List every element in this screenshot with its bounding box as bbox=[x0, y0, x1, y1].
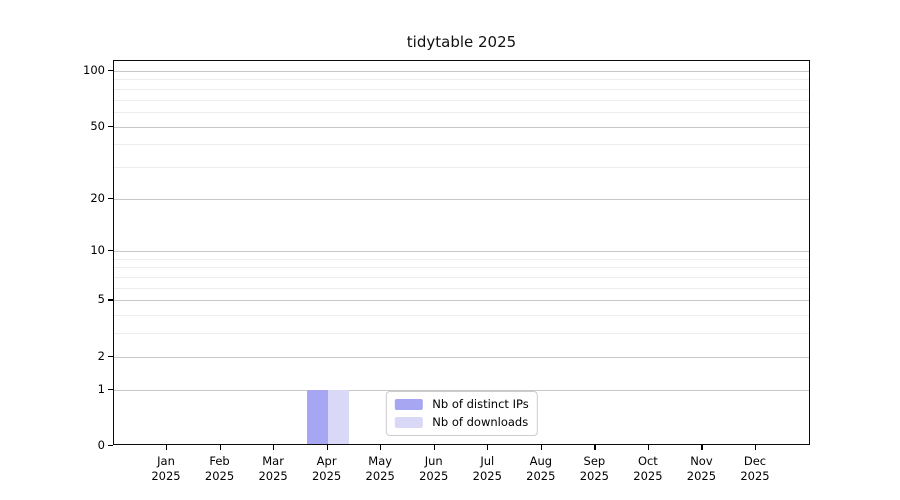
x-tick-month: Jun bbox=[424, 454, 443, 468]
minor-gridline bbox=[114, 258, 809, 260]
x-tick-label: Apr 2025 bbox=[300, 454, 354, 484]
major-gridline bbox=[114, 198, 809, 200]
x-tick-label: Mar 2025 bbox=[246, 454, 300, 484]
minor-gridline bbox=[114, 315, 809, 317]
major-gridline bbox=[114, 389, 809, 391]
x-tick-mark bbox=[540, 445, 542, 450]
x-tick-mark bbox=[701, 445, 703, 450]
y-tick-label: 50 bbox=[90, 118, 105, 133]
x-tick-label: Oct 2025 bbox=[621, 454, 675, 484]
minor-gridline bbox=[114, 287, 809, 289]
y-tick-mark bbox=[108, 125, 113, 127]
x-tick-mark bbox=[380, 445, 382, 450]
y-tick-label: 0 bbox=[97, 438, 105, 452]
x-tick-year: 2025 bbox=[633, 469, 663, 483]
y-tick-mark bbox=[108, 197, 113, 199]
legend-label: Nb of downloads bbox=[432, 415, 529, 429]
major-gridline bbox=[114, 300, 809, 302]
x-tick-month: Feb bbox=[209, 454, 230, 468]
x-tick-mark bbox=[273, 445, 275, 450]
x-tick-month: Dec bbox=[743, 454, 767, 468]
x-tick-label: May 2025 bbox=[353, 454, 407, 484]
x-tick-year: 2025 bbox=[526, 469, 556, 483]
x-tick-mark bbox=[433, 445, 435, 450]
major-gridline bbox=[114, 126, 809, 128]
minor-gridline bbox=[114, 267, 809, 269]
y-tick-mark bbox=[108, 299, 113, 301]
minor-gridline bbox=[114, 144, 809, 146]
minor-gridline bbox=[114, 333, 809, 335]
legend-swatch-distinct-ips bbox=[394, 399, 423, 410]
bar-downloads bbox=[327, 389, 349, 444]
y-tick-mark bbox=[108, 70, 113, 72]
y-tick-mark bbox=[108, 445, 113, 447]
x-tick-year: 2025 bbox=[365, 469, 395, 483]
x-tick-label: Aug 2025 bbox=[514, 454, 568, 484]
minor-gridline bbox=[114, 79, 809, 81]
x-tick-label: Jul 2025 bbox=[460, 454, 514, 484]
y-tick-label: 1 bbox=[97, 381, 105, 396]
x-tick-label: Nov 2025 bbox=[674, 454, 728, 484]
x-tick-month: Apr bbox=[316, 454, 337, 468]
plot-area: Nb of distinct IPs Nb of downloads bbox=[113, 60, 810, 445]
legend: Nb of distinct IPs Nb of downloads bbox=[385, 391, 538, 436]
minor-gridline bbox=[114, 277, 809, 279]
x-tick-year: 2025 bbox=[686, 469, 717, 483]
x-tick-mark bbox=[166, 445, 168, 450]
y-tick-label: 2 bbox=[97, 348, 105, 363]
x-tick-label: Dec 2025 bbox=[728, 454, 782, 484]
x-tick-year: 2025 bbox=[472, 469, 502, 483]
chart-title: tidytable 2025 bbox=[406, 33, 517, 51]
x-tick-year: 2025 bbox=[311, 469, 342, 483]
y-tick-mark bbox=[108, 250, 113, 252]
y-tick-mark bbox=[108, 355, 113, 357]
x-tick-year: 2025 bbox=[419, 469, 449, 483]
x-tick-month: Jul bbox=[480, 454, 495, 468]
x-tick-month: May bbox=[368, 454, 393, 468]
minor-gridline bbox=[114, 88, 809, 90]
x-tick-month: Oct bbox=[637, 454, 658, 468]
y-tick-mark bbox=[108, 388, 113, 390]
x-tick-month: Nov bbox=[690, 454, 713, 468]
x-tick-label: Jun 2025 bbox=[407, 454, 461, 484]
legend-row: Nb of distinct IPs bbox=[394, 397, 529, 412]
x-tick-mark bbox=[219, 445, 221, 450]
x-tick-year: 2025 bbox=[579, 469, 609, 483]
x-tick-month: Mar bbox=[262, 454, 284, 468]
x-tick-mark bbox=[754, 445, 757, 450]
x-tick-month: Aug bbox=[529, 454, 553, 468]
y-tick-label: 5 bbox=[97, 292, 105, 307]
x-tick-mark bbox=[326, 445, 328, 450]
x-tick-mark bbox=[594, 445, 596, 450]
x-tick-year: 2025 bbox=[151, 469, 181, 483]
bar-distinct-ips bbox=[306, 389, 328, 444]
legend-swatch-downloads bbox=[394, 417, 423, 428]
major-gridline bbox=[114, 251, 809, 253]
x-tick-year: 2025 bbox=[204, 469, 235, 483]
minor-gridline bbox=[114, 99, 809, 101]
x-tick-label: Feb 2025 bbox=[193, 454, 247, 484]
x-tick-label: Sep 2025 bbox=[567, 454, 621, 484]
x-tick-year: 2025 bbox=[258, 469, 288, 483]
x-tick-label: Jan 2025 bbox=[139, 454, 193, 484]
legend-row: Nb of downloads bbox=[394, 415, 528, 430]
y-tick-label: 10 bbox=[90, 243, 105, 258]
x-tick-mark bbox=[647, 445, 650, 450]
x-tick-month: Jan bbox=[157, 454, 175, 468]
y-tick-label: 20 bbox=[90, 190, 105, 205]
major-gridline bbox=[114, 71, 809, 72]
x-tick-mark bbox=[487, 445, 489, 450]
major-gridline bbox=[114, 356, 809, 358]
minor-gridline bbox=[114, 166, 809, 168]
x-tick-month: Sep bbox=[583, 454, 606, 468]
x-tick-year: 2025 bbox=[740, 469, 770, 483]
minor-gridline bbox=[114, 111, 809, 113]
legend-label: Nb of distinct IPs bbox=[432, 397, 529, 411]
y-tick-label: 100 bbox=[83, 63, 105, 77]
